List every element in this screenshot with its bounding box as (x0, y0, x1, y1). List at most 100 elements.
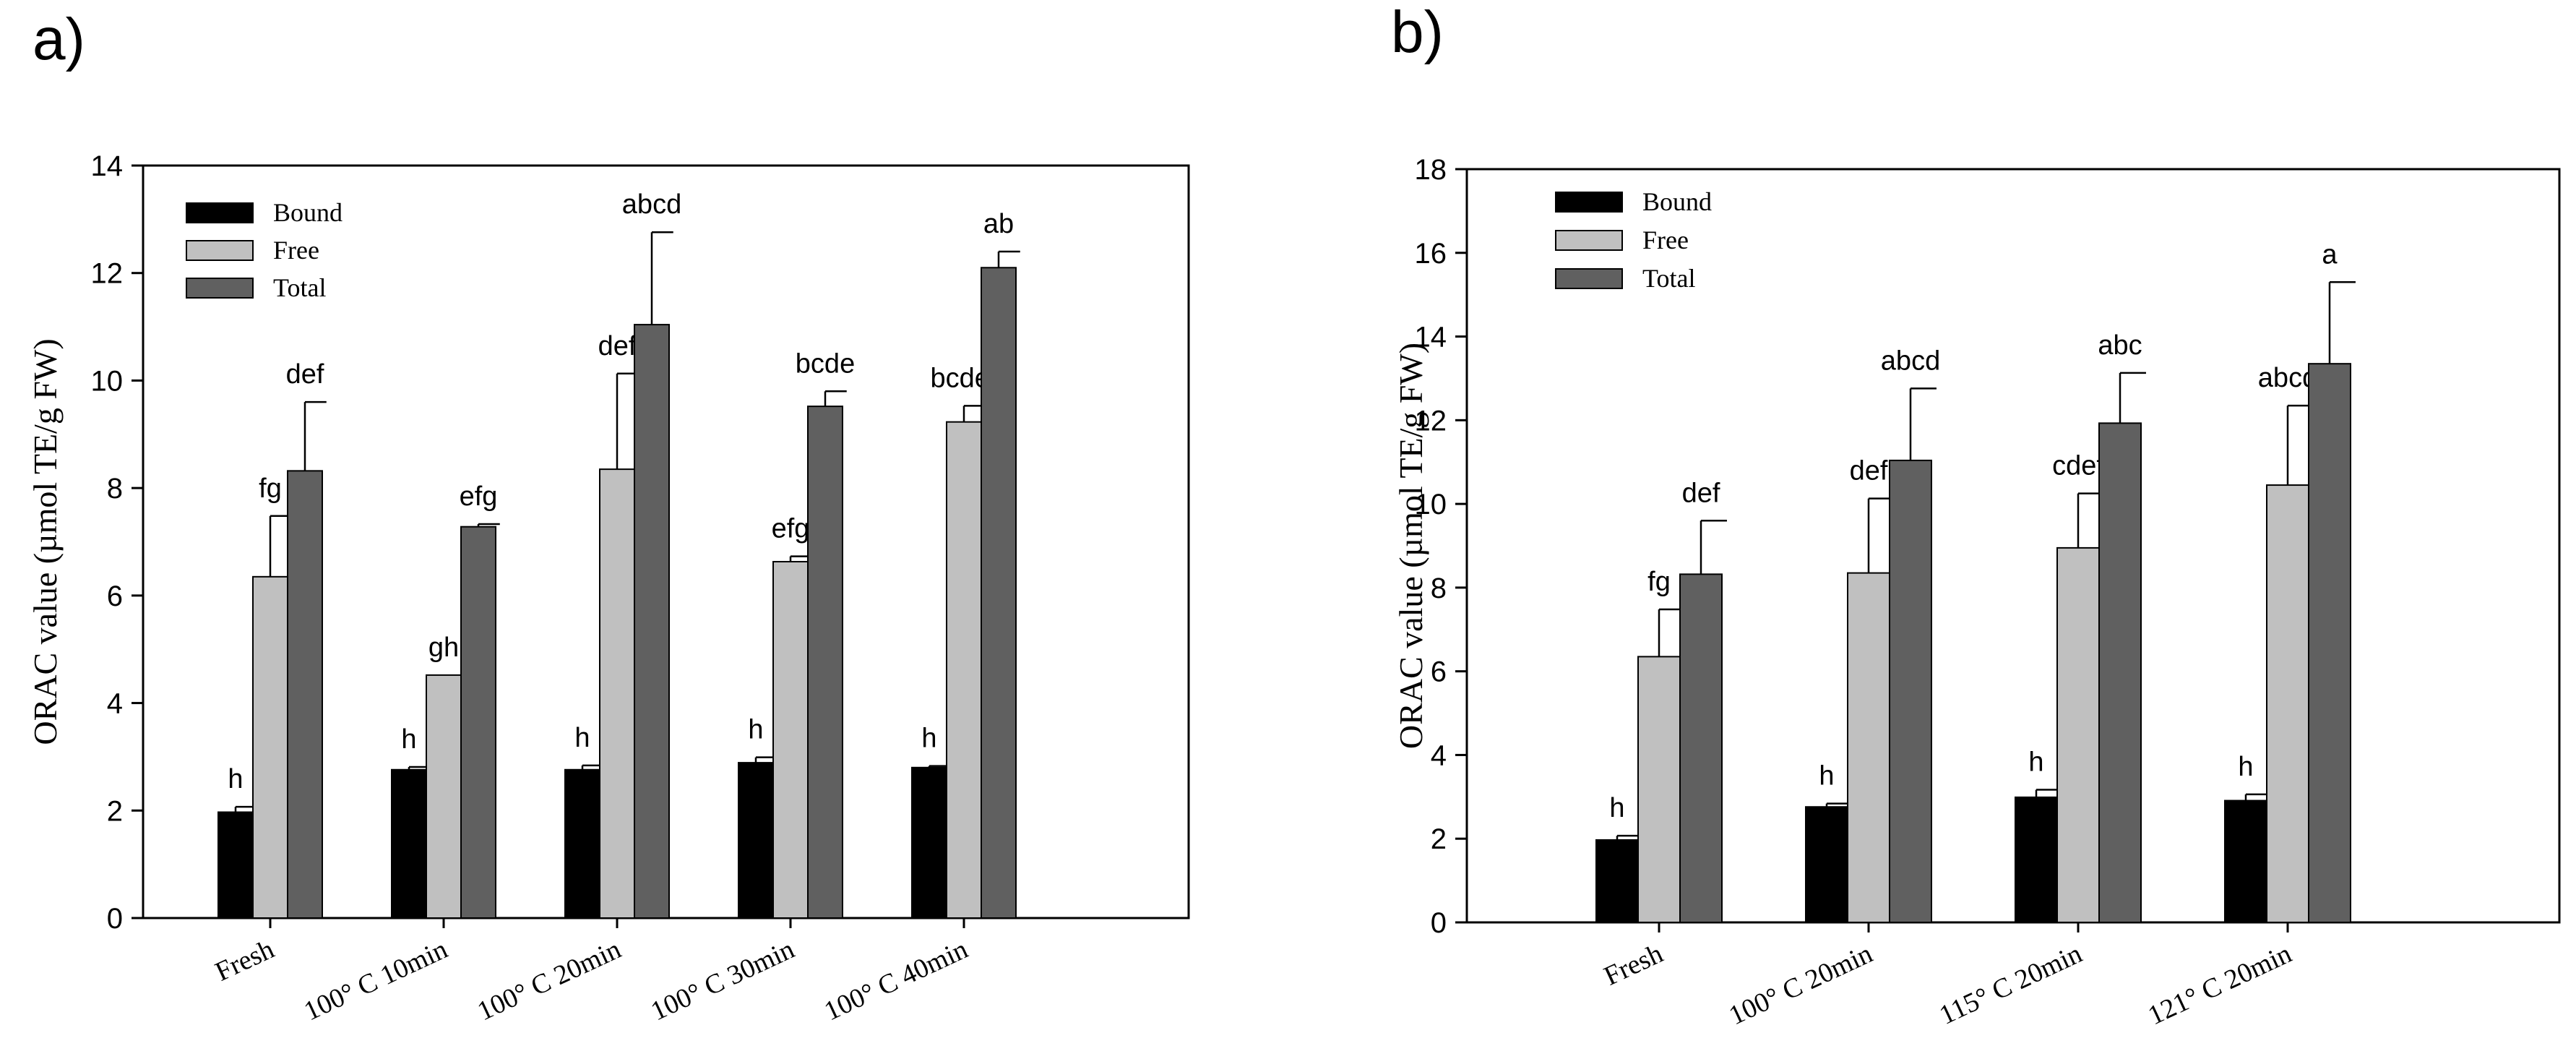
legend-label-bound: Bound (1642, 187, 1712, 216)
y-tick-label: 14 (91, 150, 124, 182)
significance-letter: abcd (622, 189, 681, 220)
significance-letter: efg (460, 481, 498, 512)
significance-letter: fg (259, 473, 282, 504)
y-tick-label: 16 (1415, 238, 1447, 270)
significance-letter: h (574, 723, 590, 753)
bar-bound (2015, 796, 2058, 924)
x-tick-label: 100° C 10min (299, 934, 452, 1026)
chart-panel-b: b) 0 2 4 6 8 10 12 14 16 18 ORAC value (µmol TE/g F… (1391, 0, 2561, 1031)
bar-total (634, 324, 670, 919)
x-tick-label: 115° C 20min (1935, 938, 2087, 1031)
legend-label-free: Free (1642, 226, 1689, 254)
significance-letter: bcde (796, 348, 855, 379)
significance-letter: def (598, 331, 637, 361)
y-tick-label: 6 (107, 580, 123, 612)
significance-letter: def (1850, 456, 1888, 486)
bar-total (807, 406, 843, 919)
bar-total (2308, 363, 2351, 923)
x-tick-label: 100° C 20min (473, 934, 625, 1026)
bar-total (2098, 422, 2142, 923)
y-tick-label: 10 (1415, 489, 1447, 520)
legend-label-total: Total (273, 273, 326, 302)
significance-letter: h (401, 724, 416, 755)
bar-bound (391, 768, 427, 919)
significance-letter: ab (983, 209, 1014, 239)
bar-free (772, 561, 809, 919)
x-tick-label: 100° C 30min (646, 934, 798, 1026)
y-tick-label: 8 (1431, 573, 1447, 604)
panel-label: b) (1391, 0, 1444, 65)
y-tick-label: 10 (91, 365, 124, 397)
chart-panel-a: a) 0 2 4 6 8 10 12 14 ORAC value (µmol TE/g FW) h f… (27, 7, 1190, 1026)
significance-letter: h (1819, 761, 1834, 792)
significance-letter: h (228, 764, 243, 794)
y-axis-label: ORAC value (µmol TE/g FW) (27, 338, 64, 745)
bar-total (460, 526, 496, 919)
significance-letter: abcd (2258, 363, 2317, 393)
legend-label-total: Total (1642, 264, 1695, 293)
bar-free (2266, 484, 2309, 923)
panel-label: a) (33, 7, 85, 72)
legend-label-bound: Bound (273, 198, 343, 227)
y-tick-label: 18 (1415, 154, 1447, 186)
bar-free (426, 674, 462, 919)
plot-frame (1465, 168, 2561, 924)
bar-total (1679, 573, 1723, 923)
significance-letter: abc (2098, 330, 2142, 361)
bar-bound (1805, 806, 1848, 924)
y-tick-label: 12 (1415, 405, 1447, 437)
y-tick-label: 0 (1431, 907, 1447, 939)
legend-label-free: Free (273, 236, 319, 265)
bar-total (287, 470, 323, 919)
significance-letter: a (2322, 239, 2338, 270)
y-tick-label: 4 (107, 688, 123, 720)
significance-letter: h (1609, 793, 1624, 823)
bar-free (946, 421, 982, 919)
bar-free (252, 575, 288, 919)
legend-swatch-free (186, 240, 254, 261)
significance-letter: def (1682, 478, 1720, 508)
legend-swatch-bound (1555, 192, 1623, 213)
significance-letter: cdef (2052, 451, 2104, 481)
y-tick-label: 0 (107, 903, 123, 935)
x-tick-label: 100° C 20min (1724, 938, 1877, 1031)
bar-bound (1595, 839, 1639, 923)
x-tick-label: 100° C 40min (819, 934, 972, 1026)
y-tick-label: 4 (1431, 739, 1447, 771)
significance-letter: h (2238, 752, 2253, 782)
significance-letter: h (2028, 747, 2043, 777)
bar-bound (564, 768, 600, 919)
bar-total (1889, 459, 1932, 923)
bar-bound (738, 762, 774, 919)
x-tick-label: Fresh (1600, 938, 1668, 992)
significance-letter: def (286, 359, 324, 390)
legend-swatch-total (186, 278, 254, 299)
bar-free (2056, 546, 2100, 923)
significance-letter: efg (772, 514, 810, 544)
bar-bound (911, 766, 947, 919)
bar-free (1847, 572, 1890, 924)
bar-free (1637, 656, 1681, 924)
x-tick-label: 121° C 20min (2143, 938, 2296, 1031)
significance-letter: gh (428, 633, 459, 663)
legend-swatch-bound (186, 202, 254, 223)
bar-total (981, 267, 1017, 919)
significance-letter: abcd (1881, 346, 1940, 376)
x-tick-label: Fresh (211, 934, 279, 987)
legend-swatch-free (1555, 230, 1623, 251)
significance-letter: h (921, 724, 936, 754)
significance-letter: h (748, 715, 763, 745)
bar-free (599, 468, 635, 919)
y-tick-label: 12 (91, 258, 124, 290)
y-tick-label: 8 (107, 473, 123, 505)
y-tick-label: 14 (1415, 322, 1447, 353)
y-tick-label: 2 (107, 795, 123, 827)
bar-bound (217, 811, 254, 919)
y-tick-label: 2 (1431, 823, 1447, 855)
legend-swatch-total (1555, 268, 1623, 289)
y-axis-label: ORAC value (µmol TE/g FW) (1392, 343, 1429, 749)
significance-letter: fg (1647, 567, 1671, 597)
bar-bound (2224, 799, 2267, 923)
y-tick-label: 6 (1431, 656, 1447, 688)
